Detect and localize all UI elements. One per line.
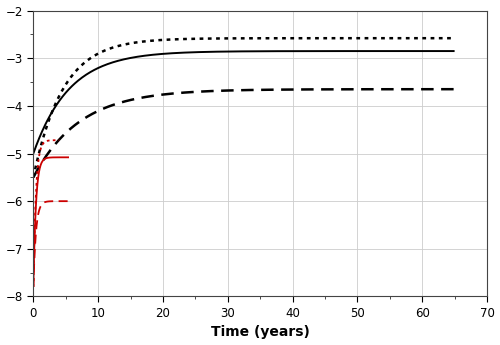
X-axis label: Time (years): Time (years) [210, 325, 310, 339]
